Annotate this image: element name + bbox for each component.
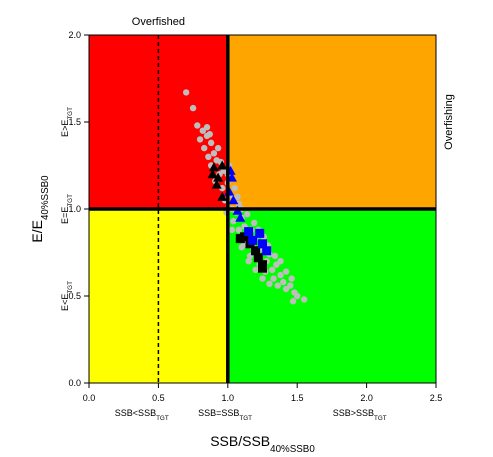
- cloud-point: [270, 275, 277, 282]
- y-tick-label: 0.5: [68, 291, 81, 301]
- cloud-point: [228, 226, 236, 234]
- cloud-point: [274, 282, 281, 289]
- x-tick-label: 1.0: [222, 393, 235, 403]
- cloud-point: [282, 268, 290, 275]
- y-zone-label-sub: TGT: [67, 107, 74, 120]
- square-point: [251, 246, 261, 256]
- x-zone-label-sub: TGT: [239, 415, 252, 422]
- y-zone-label-main: E>E: [60, 120, 70, 137]
- triangle-point: [213, 172, 224, 182]
- x-zone-label-sub: TGT: [156, 415, 169, 422]
- cloud-point: [231, 184, 238, 192]
- x-zone-label-sub: TGT: [374, 415, 387, 422]
- cloud-point: [244, 211, 251, 218]
- y-tick-label: 1.0: [68, 204, 81, 214]
- zone-upper-right: [227, 35, 436, 209]
- square-point: [258, 239, 267, 249]
- x-zone-label: SSB>SSBTGT: [333, 408, 387, 422]
- cloud-point: [210, 150, 218, 157]
- y-zone-label-sub: TGT: [67, 194, 74, 207]
- cloud-point: [289, 298, 297, 305]
- x-zone-label-main: SSB=SSB: [198, 408, 239, 418]
- square-point: [262, 246, 272, 256]
- cloud-point: [300, 296, 308, 303]
- square-point: [248, 235, 258, 245]
- x-axis-label-sub: 40%SSB0: [270, 444, 315, 455]
- x-zone-label-main: SSB>SSB: [333, 408, 374, 418]
- cloud-point: [277, 271, 284, 279]
- y-axis-label: E/E40%SSB0: [29, 175, 51, 243]
- triangle-point: [217, 191, 228, 201]
- triangle-point: [211, 179, 222, 189]
- cloud-point: [235, 226, 243, 234]
- x-tick-label: 2.0: [360, 393, 373, 403]
- cloud-point: [245, 258, 252, 265]
- cloud-point: [252, 266, 259, 274]
- y-zone-label: E<ETGT: [60, 281, 74, 311]
- square-point: [258, 263, 267, 273]
- cloud-point: [230, 217, 237, 225]
- x-tick-label: 0.0: [83, 393, 96, 403]
- triangle-point: [235, 212, 246, 222]
- x-zone-label: SSB=SSBTGT: [198, 408, 252, 422]
- cloud-point: [201, 144, 208, 152]
- cloud-point: [271, 252, 279, 260]
- x-axis-label-main: SSB/SSB: [210, 433, 270, 449]
- right-annotation: Overfishing: [443, 94, 455, 150]
- x-tick-label: 2.5: [430, 393, 443, 403]
- top-annotation: Overfished: [132, 16, 185, 28]
- y-zone-label-main: E<E: [60, 294, 70, 311]
- y-axis-label-main: E/E: [29, 220, 45, 243]
- x-axis-label: SSB/SSB40%SSB0: [210, 433, 315, 455]
- cloud-point: [259, 275, 266, 282]
- cloud-point: [235, 200, 243, 207]
- triangle-point: [228, 195, 239, 205]
- cloud-point: [266, 280, 273, 288]
- cloud-point: [196, 136, 204, 143]
- square-point: [239, 232, 249, 242]
- cloud-point: [287, 282, 294, 289]
- cloud-point: [205, 153, 212, 160]
- cloud-point: [219, 184, 226, 192]
- y-axis-label-sub: 40%SSB0: [40, 175, 51, 220]
- x-zone-label-main: SSB<SSB: [115, 408, 156, 418]
- cloud-point: [194, 122, 201, 129]
- x-tick-label: 1.5: [291, 393, 304, 403]
- cloud-point: [277, 258, 284, 265]
- x-tick-label: 0.5: [152, 393, 165, 403]
- triangle-point: [208, 162, 219, 172]
- y-zone-label: E=ETGT: [60, 194, 74, 224]
- cloud-point: [203, 124, 211, 131]
- cloud-point: [234, 193, 241, 201]
- square-point: [255, 228, 265, 238]
- y-tick-label: 1.5: [68, 117, 81, 127]
- cloud-point: [214, 144, 222, 152]
- y-zone-label: E>ETGT: [60, 107, 74, 137]
- y-zone-label-sub: TGT: [67, 281, 74, 294]
- cloud-point: [250, 219, 258, 227]
- cloud-point: [207, 139, 215, 147]
- square-point: [244, 227, 254, 237]
- square-point: [253, 253, 263, 263]
- y-tick-label: 0.0: [68, 378, 81, 388]
- cloud-point: [294, 292, 301, 300]
- y-zone-label-main: E=E: [60, 207, 70, 224]
- triangle-point: [217, 160, 228, 170]
- y-tick-label: 2.0: [68, 30, 81, 40]
- triangle-point: [207, 169, 218, 179]
- cloud-point: [269, 266, 276, 274]
- x-zone-label: SSB<SSBTGT: [115, 408, 169, 422]
- cloud-point: [189, 104, 197, 112]
- cloud-point: [238, 244, 245, 251]
- cloud-point: [206, 130, 213, 138]
- cloud-point: [280, 278, 287, 286]
- cloud-point: [182, 89, 190, 96]
- cloud-point: [288, 275, 295, 282]
